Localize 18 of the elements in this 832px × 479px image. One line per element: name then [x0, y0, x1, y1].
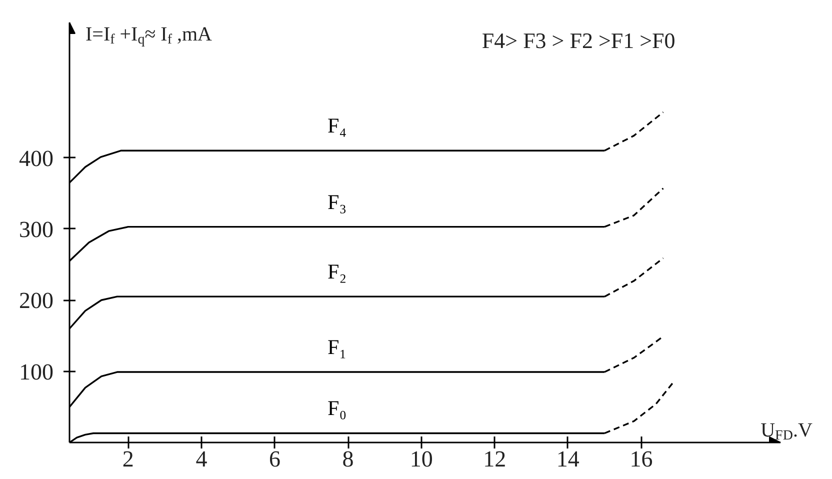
x-tick-label: 2	[122, 446, 134, 472]
series-label: F₃	[328, 190, 347, 214]
series-label: F₂	[328, 260, 347, 284]
x-tick-label: 14	[556, 446, 580, 472]
y-tick-label: 100	[19, 359, 54, 384]
series-label: F₀	[328, 396, 347, 420]
y-tick-label: 200	[19, 288, 54, 314]
x-tick-label: 16	[630, 446, 653, 472]
series-label: F₄	[328, 114, 347, 138]
x-tick-label: 10	[410, 446, 433, 472]
x-tick-label: 6	[268, 446, 280, 472]
y-tick-label: 400	[19, 146, 54, 171]
x-tick-label: 8	[342, 446, 354, 472]
annotation: F4> F3 > F2 >F1 >F0	[482, 28, 676, 54]
x-tick-label: 4	[196, 446, 208, 472]
series-label: F₁	[328, 335, 347, 360]
x-tick-label: 12	[483, 446, 506, 472]
y-tick-label: 300	[19, 216, 54, 242]
